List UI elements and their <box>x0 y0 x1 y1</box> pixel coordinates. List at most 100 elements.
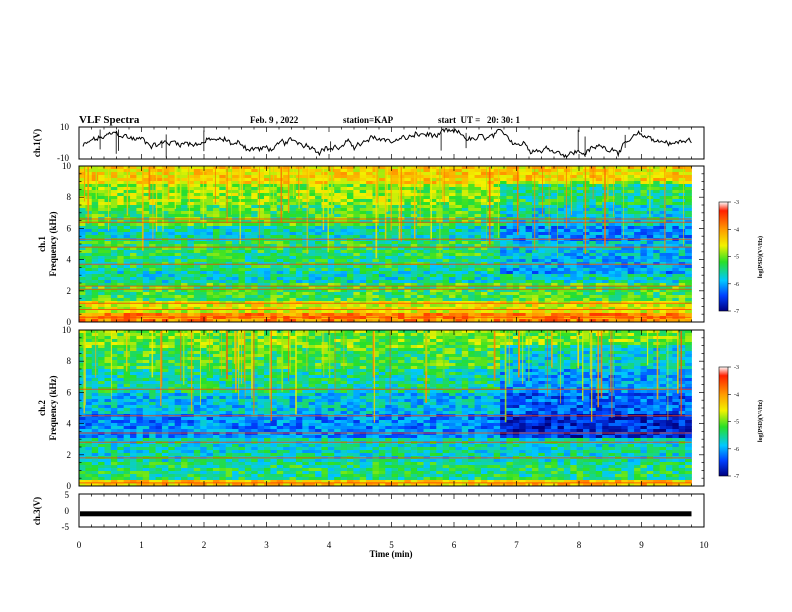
spectrogram-cell <box>480 286 488 290</box>
spectrogram-cell <box>136 250 144 254</box>
spectrogram-cell <box>251 304 259 308</box>
spectrogram-cell <box>576 274 584 278</box>
spectrogram-cell <box>366 301 373 305</box>
spectrogram-cell <box>136 223 144 227</box>
spectrogram-cell <box>551 184 558 188</box>
spectrogram-cell <box>385 253 393 257</box>
spectrogram-cell <box>257 178 265 182</box>
spectrogram-cell <box>366 253 373 257</box>
spectrogram-cell <box>264 283 271 287</box>
spectrogram-cell <box>634 274 641 278</box>
spectrogram-cell <box>385 175 393 179</box>
spectrogram-cell <box>672 247 680 251</box>
spectrogram-cell <box>251 283 259 287</box>
spectrogram-cell <box>640 208 648 212</box>
spectrogram-cell <box>238 265 246 269</box>
spectrogram-cell <box>155 205 163 209</box>
spectrogram-cell <box>646 232 654 236</box>
spectrogram-cell <box>672 196 680 200</box>
spectrogram-cell <box>404 202 412 206</box>
spectrogram-cell <box>219 193 227 197</box>
spectrogram-cell <box>525 304 533 308</box>
spectrogram-cell <box>155 277 163 281</box>
spectrogram-cell <box>640 301 648 305</box>
spectrogram-cell <box>583 199 590 203</box>
spectrogram-cell <box>417 271 424 275</box>
spectrogram-cell <box>525 241 533 245</box>
spectrogram-cell <box>289 247 297 251</box>
spectrogram-cell <box>161 226 169 230</box>
spectrogram-cell <box>442 214 450 218</box>
spectrogram-cell <box>85 244 93 248</box>
spectrogram-cell <box>538 223 546 227</box>
spectrogram-cell <box>385 223 393 227</box>
spectrogram-cell <box>608 250 616 254</box>
spectrogram-cell <box>423 304 431 308</box>
spectrogram-cell <box>480 223 488 227</box>
spectrogram-cell <box>295 259 303 263</box>
spectrogram-cell <box>474 196 482 200</box>
spectrogram-cell <box>608 277 616 281</box>
spectrogram-cell <box>436 256 444 260</box>
spectrogram-cell <box>155 166 163 170</box>
spectrogram-cell <box>551 205 558 209</box>
spectrogram-cell <box>264 172 271 176</box>
spectrogram-cell <box>557 268 565 272</box>
spectrogram-cell <box>91 313 99 317</box>
spectrogram-cell <box>359 259 367 263</box>
spectrogram-cell <box>98 250 105 254</box>
spectrogram-cell <box>168 199 176 203</box>
spectrogram-cell <box>251 280 259 284</box>
spectrogram-cell <box>346 295 354 299</box>
spectrogram-cell <box>449 301 456 305</box>
spectrogram-cell <box>257 310 265 314</box>
spectrogram-cell <box>98 208 105 212</box>
spectrogram-cell <box>308 193 316 197</box>
spectrogram-cell <box>474 241 482 245</box>
spectrogram-cell <box>391 256 399 260</box>
spectrogram-cell <box>155 184 163 188</box>
spectrogram-cell <box>570 301 578 305</box>
spectrogram-cell <box>206 190 214 194</box>
spectrogram-cell <box>321 181 329 185</box>
spectrogram-cell <box>219 190 227 194</box>
spectrogram-cell <box>238 256 246 260</box>
spectrogram-cell <box>238 304 246 308</box>
spectrogram-cell <box>608 298 616 302</box>
spectrogram-cell <box>455 190 463 194</box>
spectrogram-cell <box>200 265 207 269</box>
spectrogram-cell <box>372 298 380 302</box>
spectrogram-cell <box>627 229 635 233</box>
spectrogram-cell <box>321 202 329 206</box>
spectrogram-cell <box>251 256 259 260</box>
spectrogram-cell <box>449 169 456 173</box>
spectrogram-cell <box>295 214 303 218</box>
spectrogram-cell <box>149 289 156 293</box>
spectrogram-cell <box>576 181 584 185</box>
spectrogram-cell <box>321 229 329 233</box>
spectrogram-cell <box>232 166 239 170</box>
spectrogram-cell <box>251 223 259 227</box>
spectrogram-cell <box>608 166 616 170</box>
spectrogram-cell <box>474 223 482 227</box>
spectrogram-cell <box>110 292 118 296</box>
spectrogram-cell <box>602 289 609 293</box>
spectrogram-cell <box>264 313 271 317</box>
spectrogram-cell <box>264 259 271 263</box>
spectrogram-cell <box>372 301 380 305</box>
spectrogram-cell <box>174 229 182 233</box>
spectrogram-cell <box>366 199 373 203</box>
spectrogram-cell <box>442 304 450 308</box>
spectrogram-cell <box>678 205 686 209</box>
spectrogram-cell <box>519 313 527 317</box>
spectrogram-cell <box>538 205 546 209</box>
spectrogram-cell <box>206 277 214 281</box>
spectrogram-cell <box>251 190 259 194</box>
spectrogram-cell <box>251 262 259 266</box>
spectrogram-cell <box>576 271 584 275</box>
spectrogram-cell <box>149 310 156 314</box>
spectrogram-cell <box>672 304 680 308</box>
spectrogram-cell <box>576 301 584 305</box>
spectrogram-cell <box>480 277 488 281</box>
spectrogram-cell <box>474 262 482 266</box>
